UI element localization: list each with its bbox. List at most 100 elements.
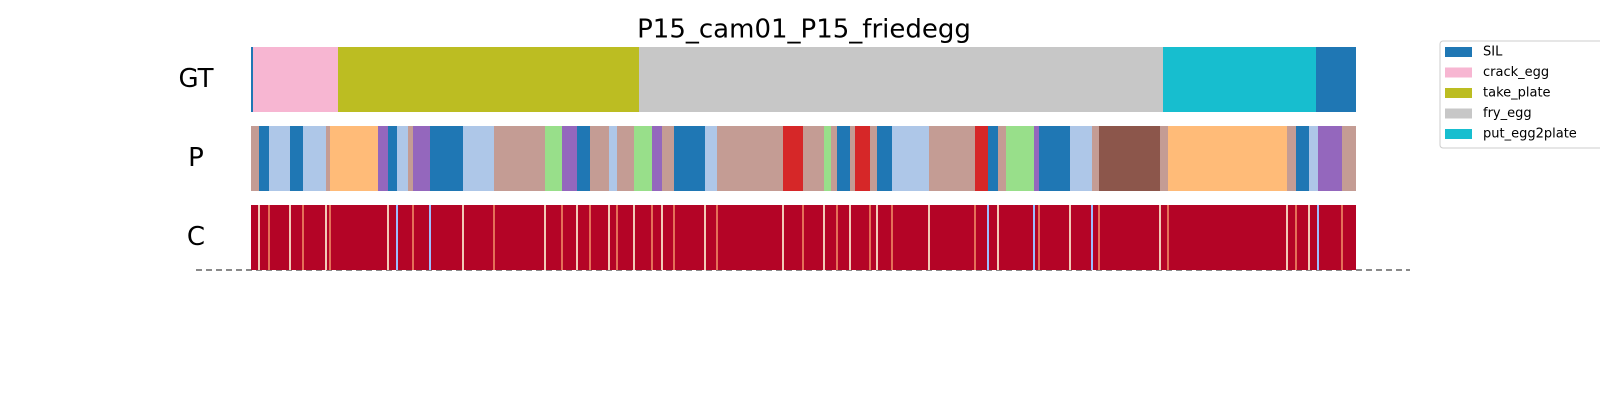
segment bbox=[1309, 126, 1318, 191]
segment bbox=[429, 205, 431, 270]
segment bbox=[1160, 126, 1168, 191]
segment bbox=[673, 205, 675, 270]
segment bbox=[1168, 126, 1287, 191]
segment bbox=[269, 126, 290, 191]
segment bbox=[1033, 205, 1035, 270]
segment bbox=[1034, 126, 1039, 191]
segment bbox=[1091, 205, 1093, 270]
legend-swatch bbox=[1445, 88, 1472, 98]
segment bbox=[803, 126, 824, 191]
segment bbox=[329, 205, 331, 270]
segment bbox=[494, 126, 545, 191]
segment bbox=[545, 126, 562, 191]
legend-box bbox=[1439, 40, 1600, 149]
segment bbox=[253, 47, 338, 112]
row-label: P bbox=[188, 143, 204, 173]
segment bbox=[850, 126, 855, 191]
segment bbox=[258, 205, 260, 270]
segment bbox=[891, 205, 893, 270]
segment bbox=[1296, 126, 1309, 191]
legend-label: SIL bbox=[1483, 45, 1503, 60]
segment bbox=[716, 205, 718, 270]
segment bbox=[430, 126, 463, 191]
segment bbox=[608, 205, 610, 270]
segment bbox=[870, 126, 877, 191]
segment bbox=[589, 205, 591, 270]
segment bbox=[783, 126, 803, 191]
segment bbox=[302, 205, 304, 270]
segment bbox=[616, 205, 618, 270]
segment bbox=[639, 47, 1163, 112]
segment bbox=[837, 126, 850, 191]
segment bbox=[634, 126, 652, 191]
segment bbox=[1308, 205, 1310, 270]
segment bbox=[462, 205, 464, 270]
segment bbox=[929, 126, 975, 191]
row-label: GT bbox=[178, 64, 213, 94]
segment bbox=[290, 126, 303, 191]
legend-label: fry_egg bbox=[1483, 106, 1532, 121]
segment bbox=[717, 126, 783, 191]
segment bbox=[782, 205, 784, 270]
segment bbox=[303, 126, 326, 191]
segment bbox=[988, 126, 998, 191]
segment bbox=[493, 205, 495, 270]
segment bbox=[325, 205, 327, 270]
segment bbox=[408, 126, 413, 191]
segment bbox=[869, 205, 871, 270]
segment bbox=[1167, 205, 1169, 270]
segment bbox=[259, 126, 269, 191]
segment bbox=[1159, 205, 1161, 270]
segment bbox=[1006, 126, 1034, 191]
segment bbox=[617, 126, 634, 191]
segment bbox=[1069, 205, 1071, 270]
segment bbox=[652, 126, 662, 191]
segment bbox=[330, 126, 378, 191]
segment bbox=[674, 126, 705, 191]
segment bbox=[544, 205, 546, 270]
segment bbox=[1092, 126, 1099, 191]
segment bbox=[463, 126, 494, 191]
segment bbox=[576, 205, 578, 270]
segment bbox=[326, 126, 330, 191]
segment bbox=[1317, 205, 1319, 270]
segment bbox=[823, 205, 825, 270]
segment bbox=[975, 126, 988, 191]
segment bbox=[1287, 126, 1296, 191]
segment bbox=[836, 205, 838, 270]
segment bbox=[1342, 126, 1356, 191]
segment bbox=[387, 205, 389, 270]
segment bbox=[1098, 205, 1100, 270]
segment bbox=[855, 126, 870, 191]
legend-swatch bbox=[1445, 47, 1472, 57]
segment bbox=[412, 205, 414, 270]
segment bbox=[388, 126, 397, 191]
segment bbox=[562, 126, 577, 191]
legend-swatch bbox=[1445, 129, 1472, 139]
segment bbox=[1295, 205, 1297, 270]
segment bbox=[1070, 126, 1092, 191]
segment bbox=[1318, 126, 1342, 191]
segment bbox=[577, 126, 590, 191]
segment bbox=[1163, 47, 1316, 112]
segment bbox=[997, 205, 999, 270]
row-label: C bbox=[187, 222, 205, 252]
segment bbox=[704, 205, 706, 270]
segment bbox=[987, 205, 989, 270]
segment bbox=[974, 205, 976, 270]
segment bbox=[268, 205, 270, 270]
segment bbox=[1099, 126, 1160, 191]
segment bbox=[251, 47, 253, 112]
segment bbox=[877, 126, 892, 191]
chart-title: P15_cam01_P15_friedegg bbox=[637, 15, 971, 45]
segment bbox=[609, 126, 617, 191]
legend-label: put_egg2plate bbox=[1483, 127, 1577, 142]
segment bbox=[802, 205, 804, 270]
segment bbox=[338, 47, 639, 112]
segment bbox=[396, 205, 398, 270]
legend-swatch bbox=[1445, 108, 1472, 119]
segment bbox=[998, 126, 1006, 191]
segment bbox=[1039, 126, 1070, 191]
legend-label: crack_egg bbox=[1483, 65, 1549, 80]
